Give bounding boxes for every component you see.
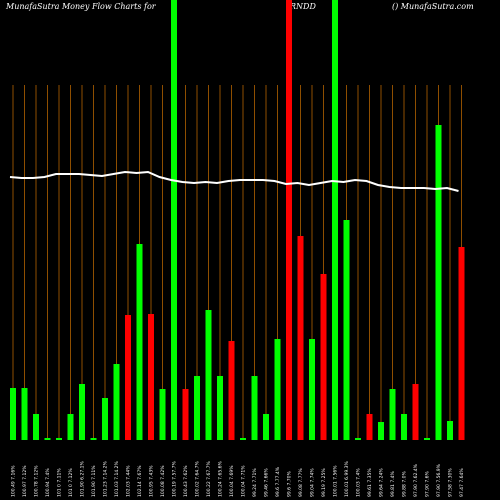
x-tick-label: 100.24 7.65.6% bbox=[218, 461, 224, 497]
bar bbox=[44, 438, 51, 440]
x-tick-label: 97.47 7.64% bbox=[459, 468, 465, 497]
bar bbox=[56, 438, 62, 440]
bar bbox=[378, 422, 384, 440]
bar bbox=[297, 236, 304, 440]
price-line bbox=[9, 170, 459, 192]
x-tick-label: 99.24 7.71% bbox=[252, 468, 258, 497]
bar bbox=[21, 388, 28, 440]
bar bbox=[332, 0, 338, 440]
bar bbox=[182, 389, 189, 440]
bar bbox=[159, 389, 166, 440]
x-tick-label: 101 0 7.11% bbox=[57, 468, 63, 497]
x-tick-label: 101.03 7.14.2% bbox=[114, 461, 120, 497]
bar bbox=[240, 438, 246, 440]
bar bbox=[447, 421, 453, 440]
x-tick-label: 100.43 7.62% bbox=[183, 465, 189, 497]
x-tick-label: 100.94 7.4% bbox=[45, 468, 51, 497]
bar bbox=[274, 339, 281, 440]
bar bbox=[458, 247, 465, 440]
x-tick-label: 97.58 7.30% bbox=[448, 468, 454, 497]
bar bbox=[263, 414, 269, 440]
bar bbox=[412, 384, 419, 440]
x-tick-label: 99.04 7.74% bbox=[310, 468, 316, 497]
x-tick-label: 102.03 7.44% bbox=[126, 465, 132, 497]
x-tick-label: 102.14 7.67% bbox=[137, 465, 143, 497]
x-tick-label: 100.01 6.99.3% bbox=[344, 461, 350, 497]
bar bbox=[424, 438, 430, 440]
bar bbox=[102, 398, 108, 440]
bar bbox=[125, 315, 131, 440]
x-tick-label: 99.19 7.25% bbox=[321, 468, 327, 497]
x-tick-label: 99.61 7.35% bbox=[367, 468, 373, 497]
bar bbox=[228, 341, 235, 440]
x-tick-label: 101.23 7.14.2% bbox=[103, 461, 109, 497]
bar bbox=[194, 376, 200, 440]
bar bbox=[90, 438, 97, 440]
x-tick-label: 101.90 7.11% bbox=[91, 465, 97, 497]
bar bbox=[251, 376, 258, 440]
x-tick-label: 100.03 7.4% bbox=[356, 468, 362, 497]
bar bbox=[136, 244, 143, 440]
bar bbox=[33, 414, 39, 440]
x-tick-label: 100.49 7.16% bbox=[11, 465, 17, 497]
symbol: RNDD bbox=[289, 2, 316, 11]
x-tick-label: 99.46 7.66% bbox=[264, 468, 270, 497]
bar bbox=[67, 414, 74, 440]
x-tick-label: 97.90 7.62.4% bbox=[413, 463, 419, 497]
bar bbox=[79, 384, 85, 440]
bar bbox=[309, 339, 315, 440]
bar bbox=[286, 0, 292, 440]
x-tick-label: 99.81 7.4% bbox=[390, 471, 396, 497]
bar bbox=[320, 274, 327, 440]
bar bbox=[171, 0, 177, 440]
bar bbox=[355, 438, 361, 440]
x-tick-label: 100.04 7.71% bbox=[241, 465, 247, 497]
bar bbox=[435, 125, 442, 440]
bar bbox=[366, 414, 373, 440]
bar bbox=[148, 314, 154, 440]
bar bbox=[113, 364, 120, 440]
site: () MunafaSutra.com bbox=[392, 2, 474, 11]
bar bbox=[217, 376, 223, 440]
x-tick-label: 97.90 7.6% bbox=[425, 471, 431, 497]
x-tick-label: 100.02 7.64.7% bbox=[195, 461, 201, 497]
x-tick-label: 100.22 7.67.7% bbox=[206, 461, 212, 497]
x-tick-label: 100.04 7.69% bbox=[229, 465, 235, 497]
x-tick-label: 100.01 7.56% bbox=[333, 465, 339, 497]
x-tick-label: 100.95 7.43% bbox=[149, 465, 155, 497]
x-tick-label: 101.90 6.27.1% bbox=[80, 461, 86, 497]
x-tick-label: 99.88 7.0% bbox=[402, 471, 408, 497]
x-tick-label: 100.97 7.12% bbox=[22, 465, 28, 497]
bar bbox=[10, 388, 16, 440]
bar bbox=[401, 414, 407, 440]
x-tick-label: 100.19 7.57.7% bbox=[172, 461, 178, 497]
bar bbox=[389, 389, 396, 440]
x-tick-label: 99.6 7.70% bbox=[287, 471, 293, 497]
bar bbox=[205, 310, 212, 440]
x-tick-label: 97.90 7.56.9% bbox=[436, 463, 442, 497]
x-tick-label: 100.08 7.42% bbox=[160, 465, 166, 497]
x-tick-label: 99.6 7.77.4% bbox=[275, 466, 281, 497]
x-tick-label: 99.08 7.77% bbox=[298, 468, 304, 497]
x-tick-label: 99.64 7.24% bbox=[379, 468, 385, 497]
x-tick-label: 100.78 7.12% bbox=[34, 465, 40, 497]
bar bbox=[343, 220, 350, 440]
x-tick-label: 101 0 7.12% bbox=[68, 468, 74, 497]
chart-title: MunafaSutra Money Flow Charts for bbox=[5, 2, 157, 11]
